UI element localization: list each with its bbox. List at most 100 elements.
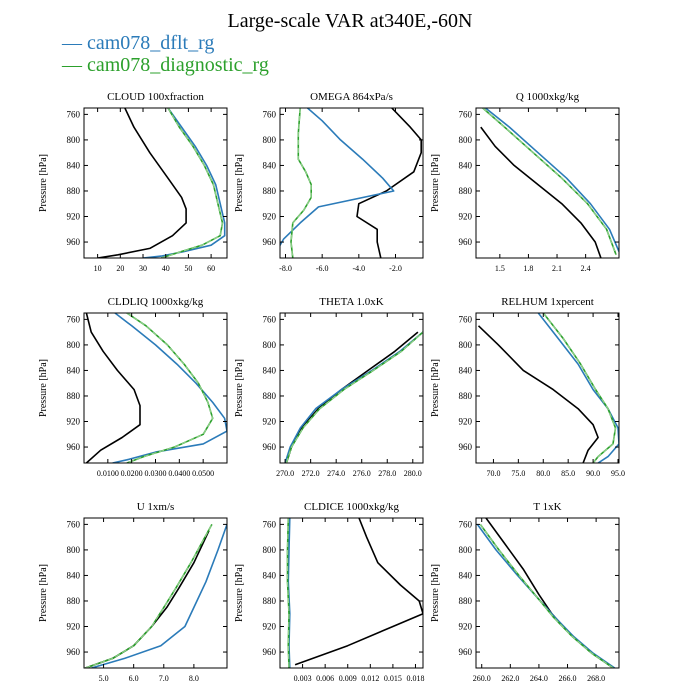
- x-tick-label: 1.5: [495, 264, 505, 273]
- y-tick-label: 880: [263, 391, 277, 401]
- panel-1: CLOUD 100xfraction 760 800 840 880 920 960 10 20…: [38, 91, 228, 273]
- x-tick-label: 5.0: [99, 674, 109, 683]
- panel-series: [85, 313, 227, 463]
- y-tick-label: 760: [263, 519, 277, 529]
- series-line-3: [542, 313, 617, 463]
- series-line-3: [482, 108, 617, 256]
- y-tick-label: 920: [67, 212, 81, 222]
- y-tick-label: 880: [459, 596, 473, 606]
- x-tick-label: 0.0400: [168, 469, 190, 478]
- x-tick-label: 90.0: [586, 469, 600, 478]
- plot-frame: [475, 517, 620, 669]
- panel-title: CLDLIQ 1000xkg/kg: [108, 296, 204, 308]
- y-tick-label: 840: [263, 160, 277, 170]
- x-tick-label: 2.4: [581, 264, 591, 273]
- y-tick-label: 760: [67, 519, 81, 529]
- panel-4: CLDLIQ 1000xkg/kg 760 800 840 880 920 960 0.010…: [38, 296, 228, 478]
- series-line-1: [477, 325, 599, 463]
- panel-6: RELHUM 1xpercent 760 800 840 880 920 960 70.0 75…: [430, 296, 625, 478]
- y-tick-label: 800: [67, 135, 81, 145]
- y-axis-label: Pressure [hPa]: [430, 154, 441, 212]
- panel-title: CLDICE 1000xkg/kg: [304, 501, 400, 513]
- y-tick-label: 880: [263, 596, 277, 606]
- y-tick-label: 880: [263, 186, 277, 196]
- series-line-4: [290, 108, 312, 258]
- y-tick-label: 960: [263, 647, 277, 657]
- series-line-1: [85, 530, 210, 668]
- series-line-2: [284, 331, 423, 463]
- x-tick-label: 1.8: [523, 264, 533, 273]
- x-tick-label: 70.0: [486, 469, 500, 478]
- series-line-3: [479, 523, 614, 668]
- y-tick-label: 920: [459, 212, 473, 222]
- y-tick-label: 920: [459, 417, 473, 427]
- panel-series: [480, 108, 619, 258]
- y-tick-label: 960: [67, 237, 81, 247]
- y-tick-label: 800: [67, 545, 81, 555]
- y-tick-label: 760: [67, 109, 81, 119]
- y-tick-label: 840: [459, 160, 473, 170]
- panel-8: CLDICE 1000xkg/kg 760 800 840 880 920 960 0.003…: [234, 501, 424, 683]
- panel-title: Q 1000xkg/kg: [516, 91, 580, 103]
- x-tick-label: 278.0: [378, 469, 396, 478]
- panel-title: RELHUM 1xpercent: [501, 296, 594, 308]
- panel-series: [286, 518, 423, 668]
- plot-frame: [83, 517, 228, 669]
- series-line-3: [160, 108, 224, 258]
- y-tick-label: 840: [263, 365, 277, 375]
- plot-frame: [279, 517, 424, 669]
- y-axis-label: Pressure [hPa]: [234, 154, 245, 212]
- y-tick-label: 840: [459, 365, 473, 375]
- panel-title: T 1xK: [533, 501, 561, 513]
- panel-2: OMEGA 864xPa/s 760 800 840 880 920 960 -8.0 -6.0…: [234, 91, 424, 273]
- y-tick-label: 920: [263, 417, 277, 427]
- y-tick-label: 960: [263, 237, 277, 247]
- panel-title: CLOUD 100xfraction: [107, 91, 204, 103]
- y-tick-label: 840: [67, 160, 81, 170]
- panel-series: [97, 108, 226, 258]
- series-line-4: [482, 108, 617, 256]
- x-tick-label: 60: [207, 264, 215, 273]
- y-tick-label: 960: [67, 647, 81, 657]
- plot-frame: [475, 107, 620, 259]
- series-line-1: [485, 518, 614, 668]
- panel-series: [280, 108, 422, 258]
- series-line-4: [285, 331, 423, 463]
- y-tick-label: 760: [67, 314, 81, 324]
- y-tick-label: 920: [67, 622, 81, 632]
- panel-series: [284, 331, 423, 463]
- x-tick-label: 8.0: [189, 674, 199, 683]
- panel-series: [476, 518, 616, 668]
- series-line-1: [85, 313, 141, 463]
- panel-9: T 1xK 760 800 840 880 920 960 260.0 262.0 264.0 26…: [430, 501, 620, 683]
- series-line-3: [285, 331, 423, 463]
- plot-frame: [83, 312, 228, 464]
- panel-title: THETA 1.0xK: [319, 296, 384, 308]
- series-line-4: [85, 524, 213, 668]
- x-tick-label: -6.0: [316, 264, 329, 273]
- y-tick-label: 840: [67, 365, 81, 375]
- x-tick-label: 0.0200: [121, 469, 143, 478]
- series-line-2: [112, 313, 227, 463]
- x-tick-label: 264.0: [530, 674, 548, 683]
- y-tick-label: 920: [459, 622, 473, 632]
- y-tick-label: 880: [67, 391, 81, 401]
- y-tick-label: 960: [67, 442, 81, 452]
- y-tick-label: 880: [459, 186, 473, 196]
- y-tick-label: 760: [263, 109, 277, 119]
- x-tick-label: 0.006: [316, 674, 334, 683]
- x-tick-label: 95.0: [611, 469, 625, 478]
- series-line-3: [85, 524, 213, 668]
- y-tick-label: 800: [263, 340, 277, 350]
- panel-title: OMEGA 864xPa/s: [310, 91, 393, 103]
- panel-3: Q 1000xkg/kg 760 800 840 880 920 960 1.5 1.8 2.1 2…: [430, 91, 620, 273]
- series-line-1: [294, 518, 423, 666]
- y-axis-label: Pressure [hPa]: [38, 564, 49, 622]
- legend-dash-dflt: —: [62, 32, 82, 54]
- x-tick-label: 274.0: [327, 469, 345, 478]
- legend: — cam078_dflt_rg — cam078_diagnostic_rg: [62, 32, 269, 76]
- legend-item-dflt: — cam078_dflt_rg: [62, 32, 269, 54]
- y-tick-label: 840: [67, 570, 81, 580]
